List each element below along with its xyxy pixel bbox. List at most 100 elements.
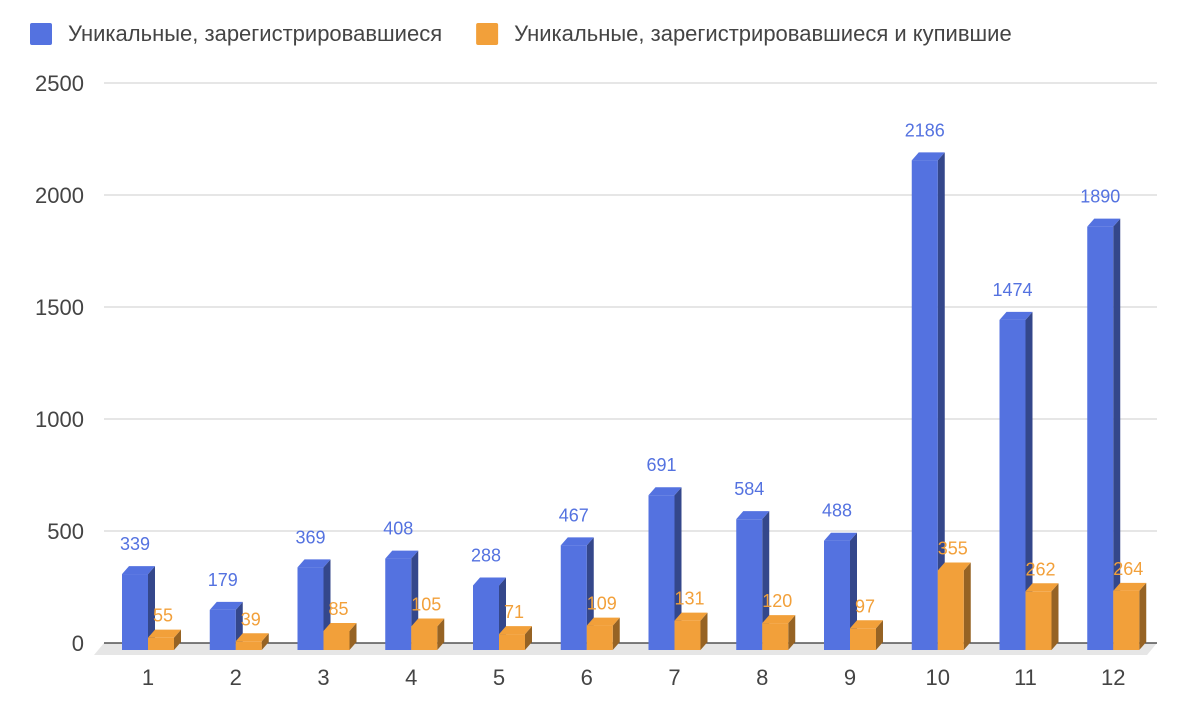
floor-plane — [94, 643, 1157, 655]
bar-front — [1087, 226, 1114, 650]
data-label-1-12: 1890 — [1080, 187, 1120, 207]
data-label-2-1: 55 — [153, 606, 173, 626]
bar-side — [963, 562, 971, 650]
bar-top — [122, 566, 155, 575]
bar-front — [937, 570, 964, 650]
bar-front — [736, 519, 763, 650]
bars — [122, 152, 1147, 650]
bar-top — [209, 601, 243, 610]
y-tick-label: 0 — [72, 631, 84, 656]
bar-1-3 — [297, 559, 331, 650]
bar-side — [261, 633, 269, 650]
bar-front — [411, 626, 438, 650]
bar-2-12 — [1113, 582, 1147, 650]
data-label-1-1: 339 — [120, 534, 150, 554]
bar-top — [586, 617, 620, 626]
bar-front — [999, 319, 1026, 650]
x-tick-label: 5 — [493, 665, 505, 690]
bar-top — [911, 152, 945, 161]
bar-2-8 — [762, 615, 796, 650]
legend-label-1: Уникальные, зарегистрировавшиеся — [68, 21, 442, 46]
bar-top — [736, 511, 770, 520]
bar-2-10 — [937, 562, 971, 650]
bar-2-11 — [1025, 583, 1059, 650]
data-label-1-10: 2186 — [905, 120, 945, 140]
bar-side — [937, 152, 945, 650]
bar-front — [148, 637, 174, 650]
bar-top — [824, 532, 857, 541]
bar-top — [850, 620, 883, 629]
bar-side — [525, 626, 532, 650]
bar-side — [174, 629, 181, 650]
legend-swatch-2 — [476, 23, 499, 45]
legend: Уникальные, зарегистрировавшиеся Уникальн… — [30, 21, 1012, 46]
bar-top — [499, 626, 532, 635]
data-label-2-9: 97 — [855, 596, 875, 616]
bar-side — [437, 618, 445, 650]
bar-side — [1025, 311, 1033, 650]
bar-1-7 — [648, 487, 682, 650]
bar-front — [122, 574, 148, 650]
bar-top — [674, 612, 708, 621]
bar-side — [1113, 218, 1121, 650]
legend-label-2: Уникальные, зарегистрировавшиеся и купив… — [514, 21, 1012, 46]
y-tick-label: 500 — [47, 519, 84, 544]
bar-side — [850, 532, 857, 650]
bar-side — [700, 612, 708, 650]
legend-swatch-1 — [30, 23, 52, 45]
data-label-1-6: 467 — [559, 505, 589, 525]
x-tick-label: 1 — [142, 665, 154, 690]
bar-top — [148, 629, 181, 638]
data-label-1-3: 369 — [295, 527, 325, 547]
x-tick-label: 10 — [926, 665, 950, 690]
bar-top — [937, 562, 971, 571]
data-label-2-6: 109 — [587, 594, 617, 614]
bar-side — [612, 617, 620, 650]
x-tick-label: 9 — [844, 665, 856, 690]
bar-front — [648, 495, 675, 650]
bar-front — [473, 585, 499, 650]
bar-2-2 — [235, 633, 269, 650]
bar-top — [762, 615, 796, 624]
bar-front — [586, 625, 613, 650]
bar-side — [762, 511, 770, 650]
bar-1-10 — [911, 152, 945, 650]
bar-side — [148, 566, 155, 650]
bar-top — [411, 618, 445, 627]
bar-top — [560, 537, 594, 546]
bar-2-3 — [323, 622, 357, 650]
bar-front — [1025, 591, 1052, 650]
bar-top — [473, 577, 506, 586]
bar-top — [385, 550, 419, 559]
bar-front — [499, 634, 525, 650]
y-tick-label: 2500 — [35, 71, 84, 96]
bar-side — [1139, 582, 1147, 650]
y-tick-label: 1500 — [35, 295, 84, 320]
bar-1-12 — [1087, 218, 1121, 650]
bar-front — [674, 620, 701, 650]
bar-2-1 — [148, 629, 181, 650]
data-label-2-5: 71 — [504, 602, 524, 622]
data-label-2-3: 85 — [328, 599, 348, 619]
y-tick-label: 2000 — [35, 183, 84, 208]
bar-front — [762, 623, 789, 650]
bar-front — [850, 628, 876, 650]
bar-2-9 — [850, 620, 883, 650]
data-label-2-4: 105 — [411, 594, 441, 614]
x-tick-label: 12 — [1101, 665, 1125, 690]
data-label-2-10: 355 — [938, 538, 968, 558]
data-label-1-5: 288 — [471, 545, 501, 565]
bar-front — [297, 567, 324, 650]
bar-1-9 — [824, 532, 857, 650]
bar-side — [674, 487, 682, 650]
data-label-1-9: 488 — [822, 501, 852, 521]
x-axis: 1 2 3 4 5 6 7 8 9 10 11 12 — [142, 665, 1126, 690]
bar-2-4 — [411, 618, 445, 650]
x-tick-label: 3 — [317, 665, 329, 690]
bar-2-7 — [674, 612, 708, 650]
x-tick-label: 7 — [668, 665, 680, 690]
bar-front — [824, 540, 850, 650]
bar-top — [1113, 582, 1147, 591]
